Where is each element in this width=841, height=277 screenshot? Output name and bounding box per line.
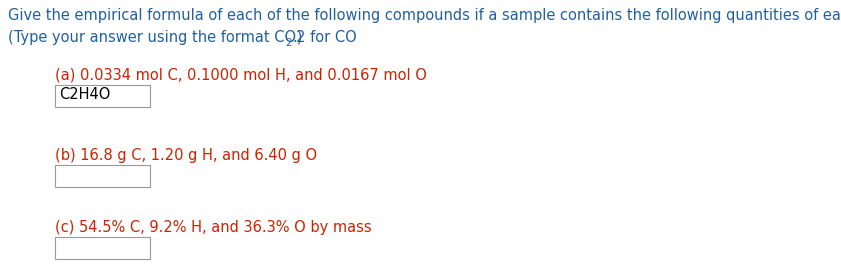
Bar xyxy=(55,165,150,187)
Text: C2H4O: C2H4O xyxy=(59,87,110,102)
Text: (a) 0.0334 mol C, 0.1000 mol H, and 0.0167 mol O: (a) 0.0334 mol C, 0.1000 mol H, and 0.01… xyxy=(55,68,427,83)
Text: 2: 2 xyxy=(285,38,292,48)
Bar xyxy=(55,85,150,107)
Text: (c) 54.5% C, 9.2% H, and 36.3% O by mass: (c) 54.5% C, 9.2% H, and 36.3% O by mass xyxy=(55,220,372,235)
Bar xyxy=(55,237,150,259)
Text: (Type your answer using the format CO2 for CO: (Type your answer using the format CO2 f… xyxy=(8,30,357,45)
Text: .): .) xyxy=(292,30,303,45)
Text: (b) 16.8 g C, 1.20 g H, and 6.40 g O: (b) 16.8 g C, 1.20 g H, and 6.40 g O xyxy=(55,148,317,163)
Text: Give the empirical formula of each of the following compounds if a sample contai: Give the empirical formula of each of th… xyxy=(8,8,841,23)
